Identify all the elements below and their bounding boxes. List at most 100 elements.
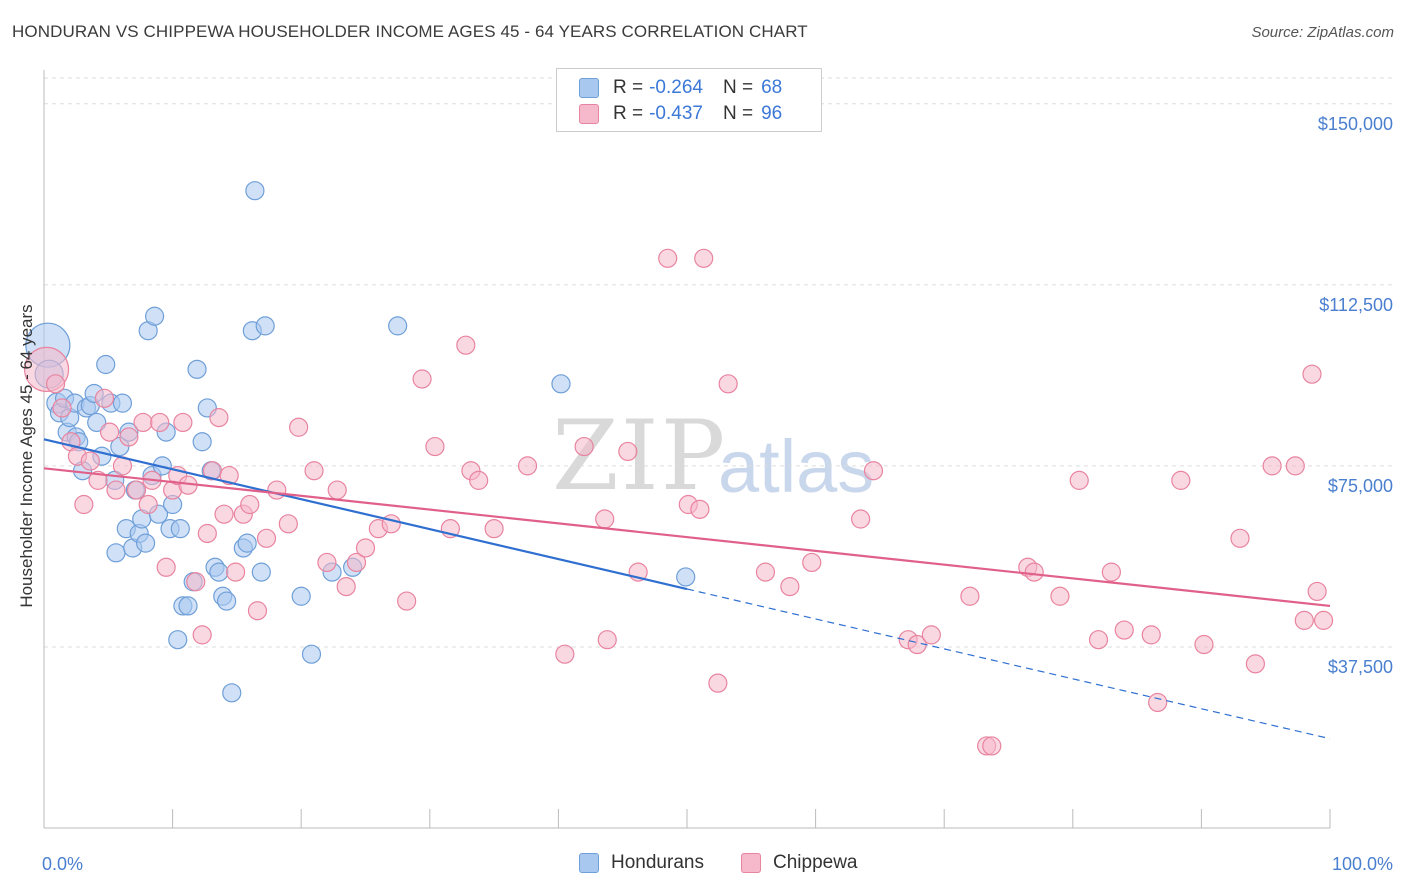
- chippewa-point: [618, 441, 638, 462]
- honduran-point: [676, 567, 696, 587]
- chippewa-point: [718, 374, 738, 394]
- honduran-point: [170, 519, 190, 539]
- chippewa-point: [256, 528, 277, 548]
- chippewa-point: [1307, 581, 1327, 602]
- chippewa-point: [192, 625, 212, 645]
- chippewa-point: [597, 630, 617, 650]
- stats-legend: R = -0.264 N = 68 R = -0.437 N = 96: [556, 68, 822, 132]
- chippewa-point: [1230, 528, 1250, 548]
- honduran-point: [551, 374, 571, 394]
- chippewa-point: [1148, 692, 1168, 713]
- chippewa-point: [960, 586, 980, 606]
- chippewa-point: [1294, 610, 1314, 630]
- legend-r-label: R =: [613, 77, 644, 98]
- chippewa-point: [278, 514, 298, 534]
- chippewa-point: [1141, 625, 1161, 645]
- chippewa-point: [694, 248, 714, 268]
- chippewa-point: [126, 480, 147, 500]
- legend-r-label: R =: [613, 103, 644, 124]
- honduran-point: [237, 533, 257, 553]
- chippewa-point: [755, 562, 776, 582]
- chart-title: HONDURAN VS CHIPPEWA HOUSEHOLDER INCOME …: [12, 22, 808, 41]
- honduran-point: [168, 630, 188, 650]
- chippewa-point: [1171, 470, 1191, 490]
- chippewa-point: [88, 470, 108, 490]
- chippewa-point: [1069, 470, 1089, 490]
- legend-n-value: 96: [761, 103, 783, 124]
- legend-item-chippewa: Chippewa: [741, 852, 858, 874]
- points-layer: [23, 181, 1334, 756]
- chart-source: Source: ZipAtlas.com: [1251, 24, 1394, 41]
- honduran-point: [301, 644, 322, 664]
- chippewa-point: [1313, 610, 1334, 630]
- trend-layer: [43, 438, 1331, 740]
- legend-swatch-hondurans: [579, 78, 599, 98]
- chippewa-point: [1245, 654, 1266, 674]
- chippewa-point: [863, 461, 884, 481]
- y-tick-label: $37,500: [1328, 657, 1393, 677]
- legend-item-hondurans: Hondurans: [579, 852, 704, 874]
- honduran-trend-extension: [686, 588, 1331, 740]
- chippewa-point: [247, 601, 268, 621]
- legend-r-value: -0.437: [649, 103, 703, 124]
- chippewa-point: [397, 591, 417, 611]
- chippewa-point: [690, 499, 710, 519]
- chippewa-point: [412, 369, 432, 389]
- chippewa-point: [336, 576, 356, 597]
- y-tick-label: $150,000: [1318, 114, 1393, 134]
- x-tick-label: 100.0%: [1332, 854, 1393, 874]
- honduran-point: [245, 181, 265, 201]
- chippewa-point: [517, 456, 538, 476]
- chippewa-trend-line: [43, 467, 1331, 608]
- chippewa-point: [469, 470, 489, 490]
- honduran-point: [251, 562, 271, 582]
- chippewa-point: [304, 461, 324, 481]
- honduran-point: [192, 432, 212, 452]
- honduran-point: [106, 543, 126, 563]
- chippewa-point: [219, 465, 239, 486]
- honduran-point: [388, 316, 408, 336]
- honduran-point: [96, 354, 116, 375]
- legend-n-label: N =: [722, 103, 754, 124]
- honduran-point: [112, 393, 133, 413]
- chippewa-point: [658, 248, 678, 268]
- chippewa-point: [240, 494, 260, 515]
- chippewa-point: [1194, 634, 1214, 655]
- honduran-point: [209, 562, 229, 582]
- legend-n-value: 68: [761, 77, 783, 98]
- y-axis-title: Householder Income Ages 45 - 64 years: [17, 304, 36, 607]
- axis-layer: $37,500 $75,000 $112,500 $150,000 0.0% 100.0%: [42, 70, 1393, 874]
- chippewa-point: [226, 562, 246, 582]
- chippewa-point: [456, 335, 476, 355]
- chippewa-point: [982, 736, 1002, 756]
- legend-row-hondurans: R = -0.264 N = 68: [579, 76, 782, 100]
- chippewa-point: [780, 576, 800, 597]
- chippewa-point: [52, 398, 72, 418]
- honduran-point: [291, 586, 311, 606]
- chippewa-point: [289, 417, 309, 437]
- chippewa-point: [1114, 620, 1134, 640]
- honduran-point: [135, 533, 156, 553]
- chippewa-point: [156, 557, 176, 577]
- chippewa-point: [209, 408, 229, 428]
- chippewa-point: [1101, 562, 1121, 582]
- chippewa-point: [425, 436, 445, 457]
- honduran-point: [144, 306, 165, 326]
- legend-swatch-chippewa: [579, 104, 599, 124]
- legend-swatch-chippewa: [741, 853, 761, 873]
- series-legend: Hondurans Chippewa: [0, 852, 1406, 878]
- chippewa-point: [851, 509, 871, 529]
- chippewa-point: [921, 625, 941, 645]
- honduran-point: [187, 359, 207, 379]
- chippewa-point: [74, 494, 94, 515]
- legend-row-chippewa: R = -0.437 N = 96: [579, 102, 782, 126]
- chippewa-point: [133, 412, 153, 433]
- x-tick-label: 0.0%: [42, 854, 83, 874]
- chippewa-point: [150, 412, 170, 433]
- chippewa-point: [94, 388, 115, 408]
- legend-swatch-hondurans: [579, 853, 599, 873]
- watermark-atlas: atlas: [718, 425, 875, 508]
- honduran-point: [87, 412, 107, 433]
- chippewa-point: [80, 451, 100, 471]
